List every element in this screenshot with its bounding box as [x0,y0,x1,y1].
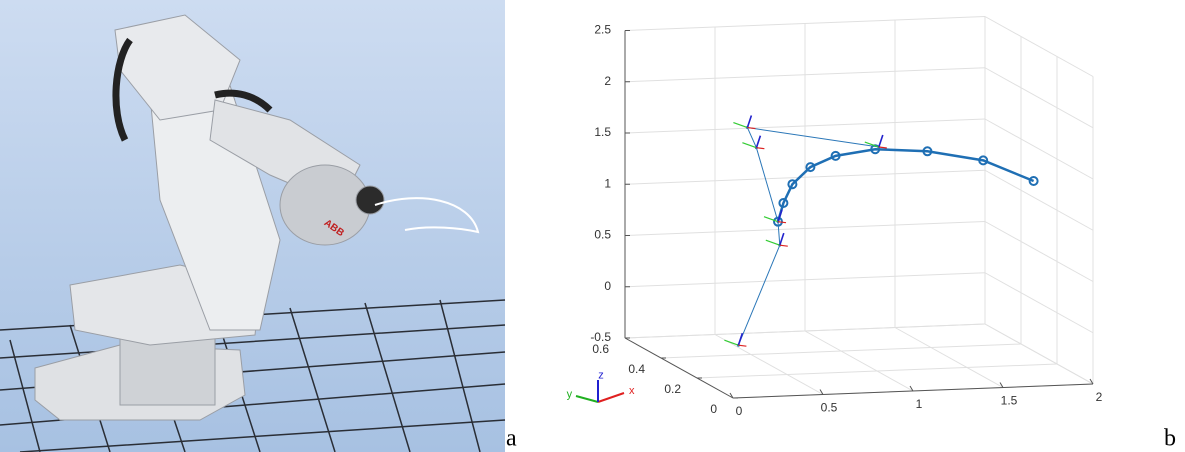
frame-axis [755,135,762,148]
z-tick-label: 1 [604,176,611,190]
triad-axis [597,392,625,403]
frame-axis [737,332,744,346]
axis-line [624,337,734,399]
grid-line [984,16,1094,77]
frame-axis [746,115,753,128]
data-point [805,162,816,173]
frame-axis [878,134,884,148]
grid-line [624,221,986,236]
grid-line [660,343,1022,359]
triad-label: x [629,385,635,397]
frame-axis [777,221,787,224]
plot-3d: -0.5 0 0.5 1 1.5 2 2.5 0 0.5 1 1.5 2 0 0.2 0.4 0.6 x y z [567,16,1103,418]
z-tick-label: 0.5 [594,228,611,242]
frame-axis [878,146,887,149]
tool-path [374,197,480,234]
data-point [830,150,841,161]
y-tick-label: 0.4 [628,362,645,376]
grid-line [984,67,1094,129]
panel-label: a [506,426,517,452]
series-line [737,126,879,346]
grid-line [984,169,1094,231]
x-tick-label: 0.5 [821,401,838,415]
frame-axis [777,209,783,222]
frame-axis [763,216,779,223]
z-tick-label: 0 [604,279,611,293]
grid-line [984,272,1094,334]
tick-mark [729,392,734,399]
data-point [1028,175,1039,186]
grid-line [984,323,1094,385]
triad-label: y [567,389,573,401]
tick-mark [909,385,914,392]
grid-line [624,118,986,134]
frame-axis [864,141,880,148]
grid-line [624,323,986,339]
triad-axis [575,395,599,403]
x-tick-label: 0 [736,404,743,418]
x-tick-label: 1.5 [1001,394,1018,408]
robot-cable [112,37,273,142]
grid-line [894,327,1004,388]
grid-line [696,363,1058,379]
x-tick-label: 1 [916,397,923,411]
series-line [776,147,1035,223]
grid-line [984,118,1094,180]
frame-axis [765,239,781,246]
frame-axis [724,339,739,346]
tick-mark [1089,378,1094,385]
tick-mark [819,389,824,395]
grid-line [804,330,914,392]
robot-photo: ABB [0,0,506,452]
frame-axis [738,344,747,347]
tick-mark [999,382,1004,388]
y-tick-label: 0 [710,402,717,416]
y-tick-label: 0.6 [592,342,609,356]
data-point [787,179,798,190]
grid-line [624,272,986,288]
y-tick-label: 0.2 [664,382,681,396]
grid-line [624,67,986,83]
data-point [978,155,989,166]
frame-axis [742,142,757,149]
frame-axis [733,121,748,129]
grid-line [624,16,986,31]
panel-label: b [1164,426,1176,452]
triad-label: z [598,370,604,382]
data-point [778,198,789,209]
grid-line [984,221,1094,282]
frame-axis [779,244,788,247]
frame-axis [747,126,756,130]
grid-line [624,169,986,185]
robot-tool [355,185,385,215]
frame-axis [756,147,765,150]
z-tick-label: -0.5 [590,330,611,344]
grid-line [714,334,824,395]
robot-pedestal [119,334,216,406]
z-tick-label: 2 [604,74,611,88]
x-tick-label: 2 [1096,390,1103,404]
frame-axis [779,232,785,246]
robot [34,14,385,421]
z-tick-label: 2.5 [594,23,611,37]
data-point [922,146,933,157]
z-tick-label: 1.5 [594,125,611,139]
